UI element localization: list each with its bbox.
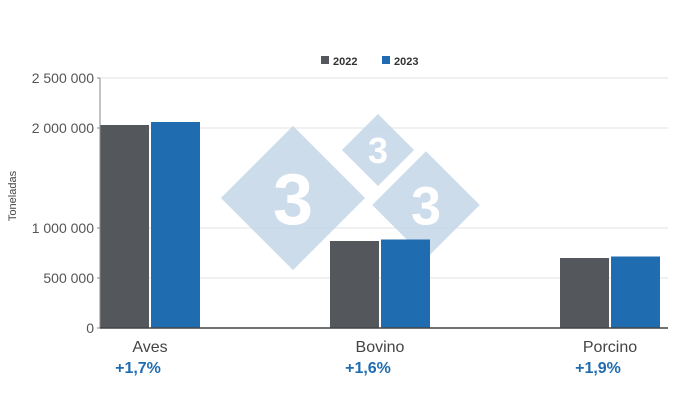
legend-label: 2022 bbox=[333, 56, 357, 68]
y-tick-label: 0 bbox=[86, 320, 94, 336]
bar-2022-porcino bbox=[560, 258, 609, 328]
change-label: +1,9% bbox=[575, 360, 621, 377]
y-tick-label: 2 000 000 bbox=[32, 120, 94, 136]
watermark-digit: 3 bbox=[411, 176, 441, 236]
watermark-diamond: 3 bbox=[220, 125, 366, 271]
change-label: +1,6% bbox=[345, 360, 391, 377]
y-axis-label: Toneladas bbox=[7, 170, 19, 221]
x-tick-label: Porcino bbox=[583, 339, 637, 356]
watermark-diamond-shape bbox=[220, 125, 366, 271]
bar-2023-aves bbox=[151, 122, 200, 328]
watermark-diamond-shape bbox=[372, 151, 480, 259]
x-tick-label: Aves bbox=[132, 339, 167, 356]
watermark-logo: 333 bbox=[220, 113, 480, 271]
watermark-digit: 3 bbox=[368, 130, 388, 171]
watermark-diamond: 3 bbox=[341, 113, 415, 187]
legend: 2022 2023 bbox=[321, 56, 418, 68]
legend-swatch bbox=[382, 56, 390, 64]
bar-2022-bovino bbox=[330, 241, 379, 328]
bars bbox=[100, 122, 660, 328]
watermark-diamond: 3 bbox=[372, 151, 480, 259]
y-tick-label: 2 500 000 bbox=[32, 70, 94, 86]
legend-label: 2023 bbox=[394, 56, 418, 68]
bar-2023-porcino bbox=[611, 256, 660, 328]
watermark-diamond-shape bbox=[341, 113, 415, 187]
y-tick-label: 1 000 000 bbox=[32, 220, 94, 236]
axes: 0 500 000 1 000 000 2 000 000 2 500 000 Aves +… bbox=[32, 70, 668, 377]
change-label: +1,7% bbox=[115, 360, 161, 377]
bar-2023-bovino bbox=[381, 239, 430, 328]
bar-2022-aves bbox=[100, 125, 149, 328]
y-tick-label: 500 000 bbox=[43, 270, 94, 286]
watermark-digit: 3 bbox=[273, 160, 313, 240]
x-tick-label: Bovino bbox=[356, 339, 405, 356]
legend-swatch bbox=[321, 56, 329, 64]
